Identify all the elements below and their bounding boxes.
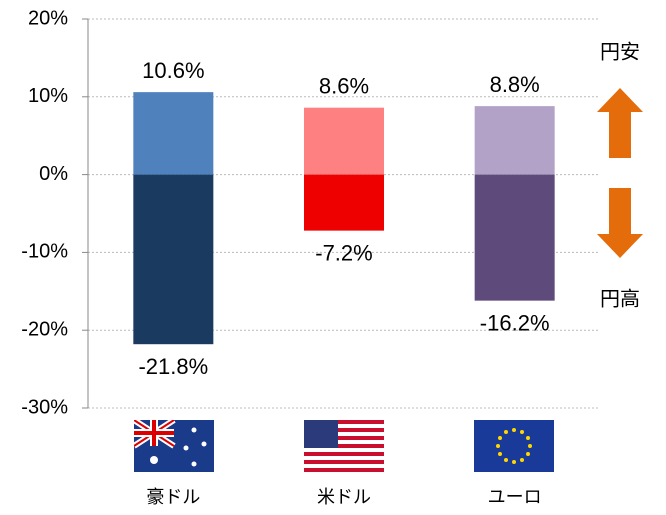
bar — [133, 174, 214, 345]
annotation: 円高 — [600, 287, 640, 310]
arrow-down — [597, 188, 643, 258]
value-label: -16.2% — [480, 310, 550, 335]
value-label: 10.6% — [142, 58, 204, 83]
x-tick-label: 豪ドル — [146, 487, 200, 507]
bar — [133, 92, 214, 175]
y-tick-label: -30% — [21, 396, 68, 418]
x-tick-label: ユーロ — [488, 487, 542, 507]
bar — [474, 174, 555, 301]
y-tick-label: -10% — [21, 241, 68, 263]
flag-australia — [134, 420, 214, 472]
value-label: -7.2% — [315, 240, 372, 265]
y-tick-label: -20% — [21, 318, 68, 340]
flag-usa — [304, 420, 384, 472]
value-label: -21.8% — [138, 354, 208, 379]
x-tick-label: 米ドル — [317, 487, 371, 507]
flag-eu — [474, 420, 554, 472]
value-label: 8.6% — [319, 74, 369, 99]
bar — [304, 174, 384, 231]
y-tick-label: 0% — [39, 163, 68, 185]
y-tick-label: 10% — [28, 85, 68, 107]
bar — [474, 106, 555, 175]
value-label: 8.8% — [490, 72, 540, 97]
y-tick-label: 20% — [28, 7, 68, 29]
annotation: 円安 — [600, 40, 640, 63]
bar — [304, 107, 384, 175]
arrow-up — [597, 88, 643, 158]
